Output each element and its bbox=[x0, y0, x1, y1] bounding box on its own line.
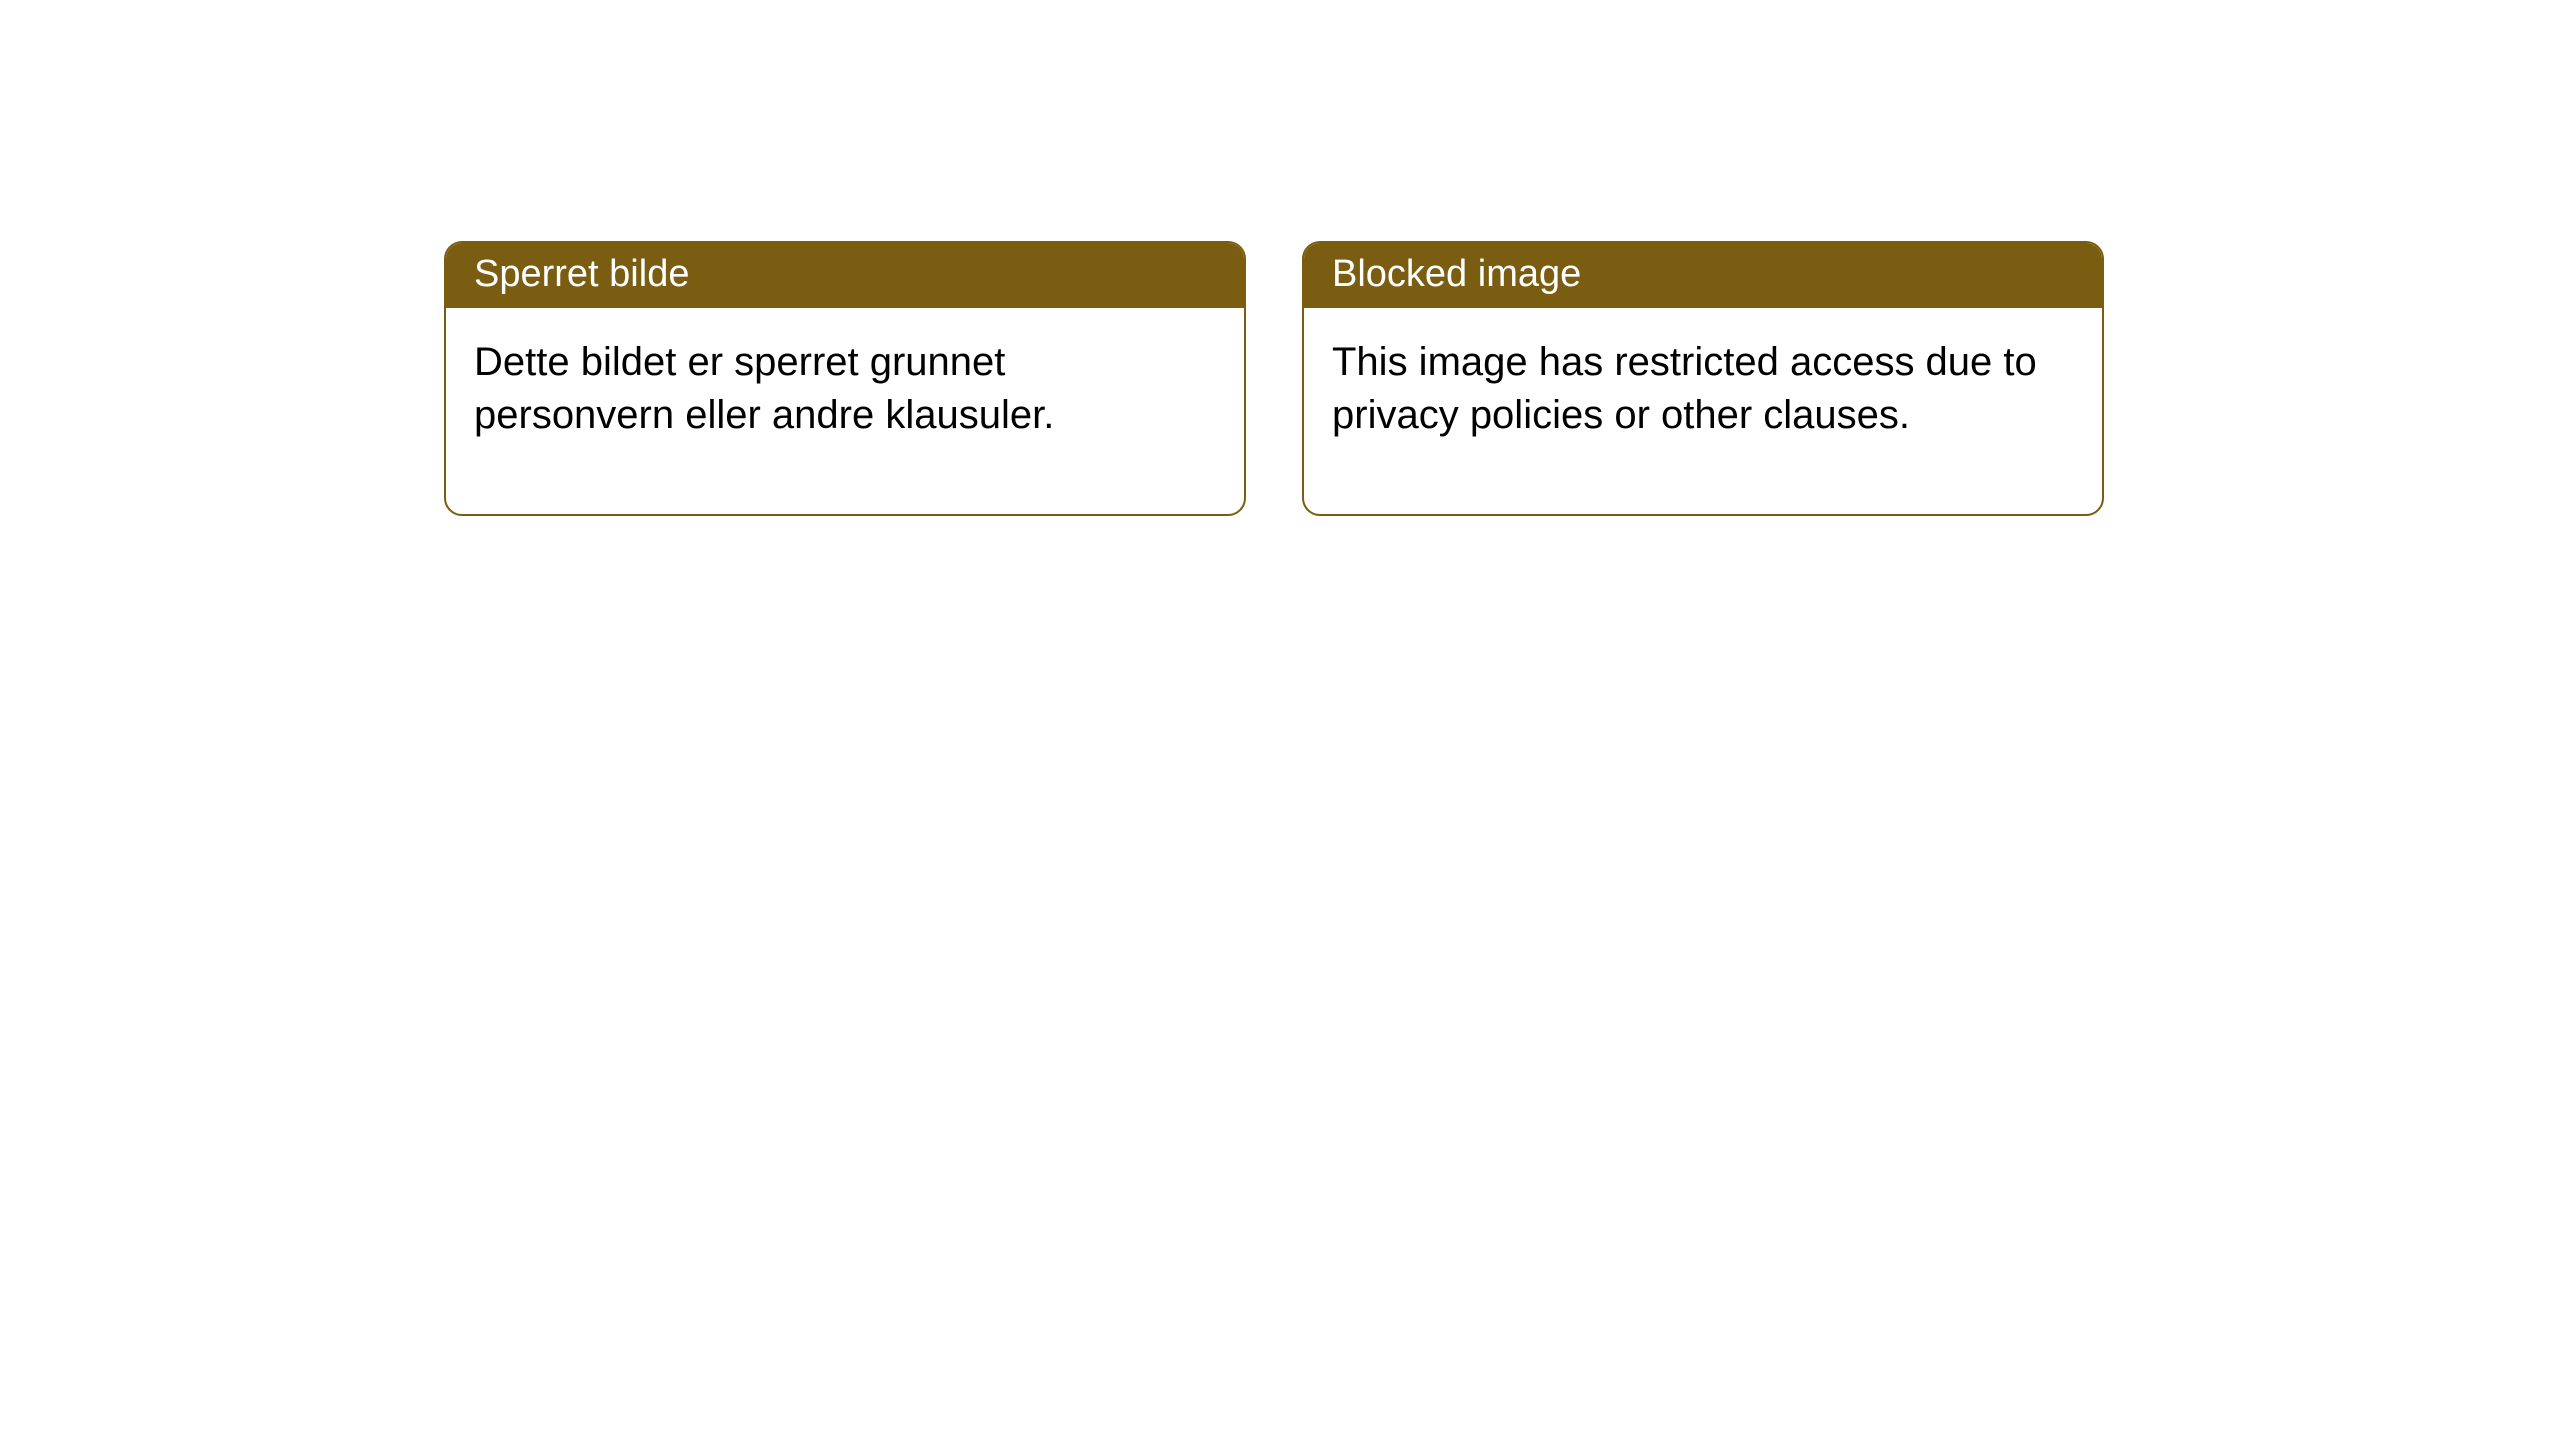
notice-header-en: Blocked image bbox=[1304, 243, 2102, 308]
notice-box-en: Blocked image This image has restricted … bbox=[1302, 241, 2104, 516]
notice-body-en: This image has restricted access due to … bbox=[1304, 308, 2102, 514]
notice-body-no: Dette bildet er sperret grunnet personve… bbox=[446, 308, 1244, 514]
notice-header-no: Sperret bilde bbox=[446, 243, 1244, 308]
notice-box-no: Sperret bilde Dette bildet er sperret gr… bbox=[444, 241, 1246, 516]
notice-container: Sperret bilde Dette bildet er sperret gr… bbox=[444, 241, 2104, 516]
